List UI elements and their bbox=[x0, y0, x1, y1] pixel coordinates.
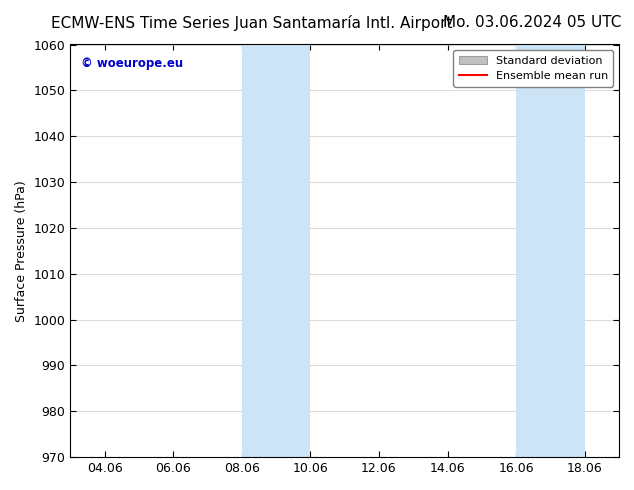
Y-axis label: Surface Pressure (hPa): Surface Pressure (hPa) bbox=[15, 180, 28, 322]
Legend: Standard deviation, Ensemble mean run: Standard deviation, Ensemble mean run bbox=[453, 50, 614, 87]
Text: Mo. 03.06.2024 05 UTC: Mo. 03.06.2024 05 UTC bbox=[443, 15, 621, 30]
Bar bbox=[516, 45, 585, 457]
Text: ECMW-ENS Time Series Juan Santamaría Intl. Airport: ECMW-ENS Time Series Juan Santamaría Int… bbox=[51, 15, 452, 31]
Bar bbox=[242, 45, 311, 457]
Text: © woeurope.eu: © woeurope.eu bbox=[81, 57, 183, 70]
